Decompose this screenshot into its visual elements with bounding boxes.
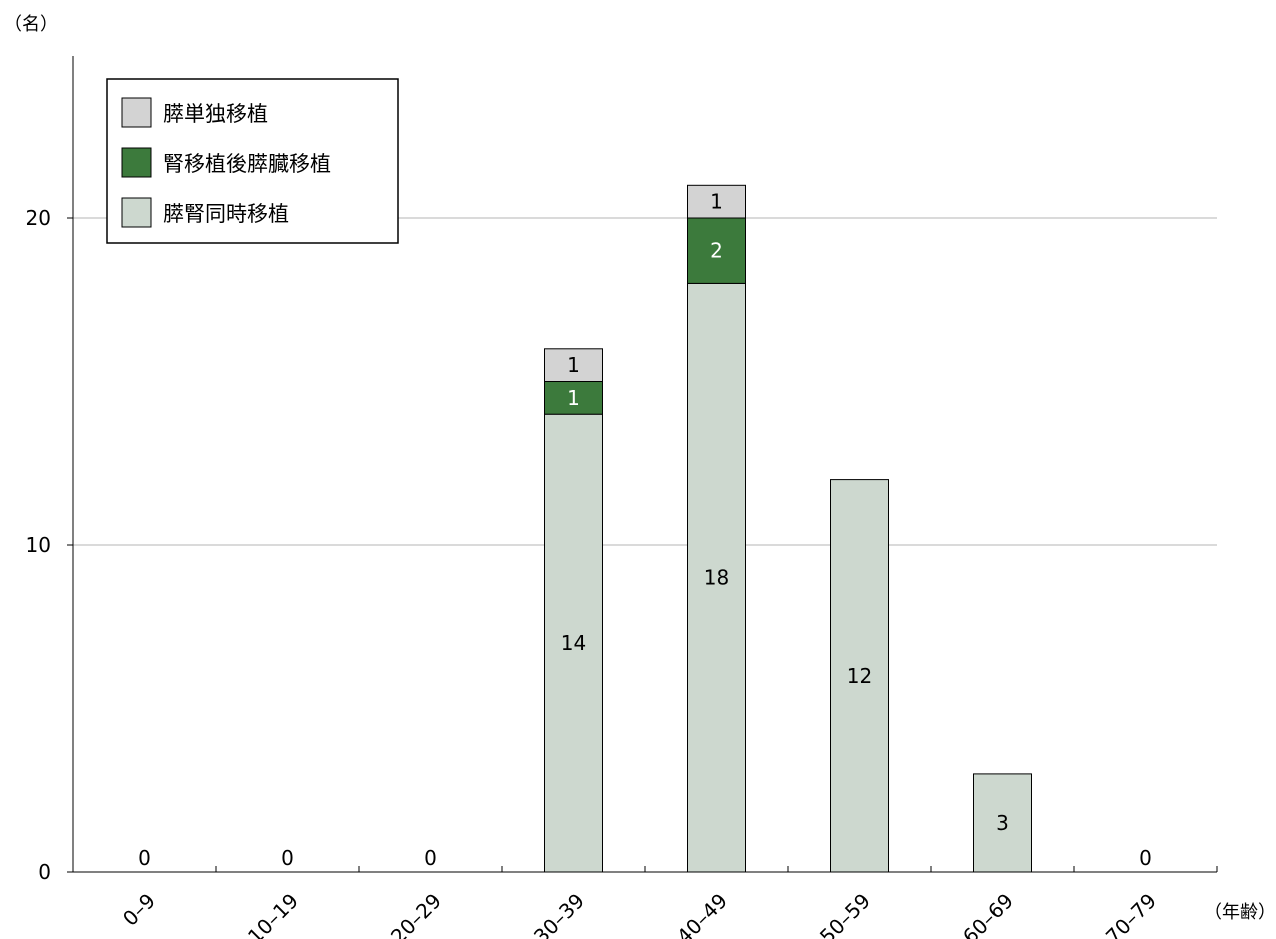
legend-swatch: [121, 147, 152, 178]
x-tick-label: 40–49: [672, 889, 732, 939]
x-tick-label: 0–9: [118, 889, 160, 931]
bar-value-label: 0: [138, 846, 151, 870]
y-unit-label: （名）: [4, 14, 58, 35]
bar-value-label: 2: [710, 239, 723, 263]
legend-swatch: [121, 197, 152, 228]
bar-segment: [687, 184, 746, 219]
x-tick-label: 50–59: [815, 889, 875, 939]
y-tick-label: 10: [26, 533, 51, 557]
bar-value-label: 1: [567, 353, 580, 377]
legend-swatch: [121, 97, 152, 128]
gridlines: [73, 217, 1217, 546]
bar-value-label: 1: [567, 386, 580, 410]
bar-segment: [687, 282, 746, 873]
bar-value-label: 3: [996, 811, 1009, 835]
bar-value-label: 0: [424, 846, 437, 870]
bar-value-label: 14: [561, 631, 586, 655]
bar-value-label: 1: [710, 190, 723, 214]
y-tick-label: 20: [26, 206, 51, 230]
axes: [67, 56, 1218, 873]
legend-label: 膵単独移植: [163, 102, 268, 126]
x-tick-labels: 0–9 10–19 20–29 30–39 40–49 50–59 60–69 70–79: [118, 889, 1161, 939]
y-tick-label: 0: [38, 860, 51, 884]
y-tick-labels: 0 10 20: [26, 206, 51, 884]
x-tick-label: 20–29: [386, 889, 446, 939]
legend-label: 腎移植後膵臓移植: [163, 152, 331, 176]
x-tick-label: 60–69: [958, 889, 1018, 939]
legend-label: 膵腎同時移植: [163, 202, 289, 226]
legend-box: [106, 78, 399, 244]
bar-value-label: 18: [704, 566, 729, 590]
x-tick-label: 30–39: [529, 889, 589, 939]
bar-value-label: 0: [281, 846, 294, 870]
bar-segment: [544, 348, 603, 382]
bar-segment: [830, 479, 889, 873]
x-unit-label: （年齢）: [1204, 902, 1276, 923]
x-tick-label: 70–79: [1101, 889, 1161, 939]
x-tick-label: 10–19: [243, 889, 303, 939]
bar-segment: [687, 217, 746, 284]
bar-value-label: 12: [847, 664, 872, 688]
bar-segment: [544, 413, 603, 873]
bar-value-label: 0: [1139, 846, 1152, 870]
